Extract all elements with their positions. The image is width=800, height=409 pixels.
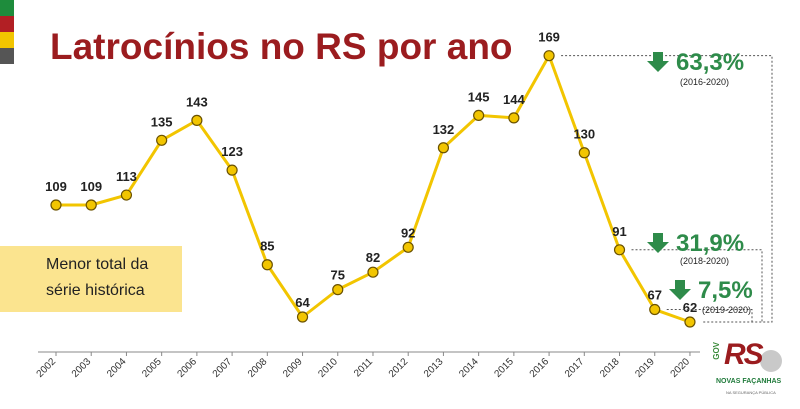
lowest-total-note: Menor total da série histórica — [0, 246, 182, 312]
x-tick-label: 2011 — [352, 356, 375, 379]
down-arrow-icon — [647, 52, 669, 72]
reduction-annotation: 63,3%(2016-2020) — [647, 49, 744, 87]
x-tick-label: 2019 — [633, 356, 657, 380]
data-point — [191, 114, 203, 126]
reduction-value: 7,5% — [698, 277, 753, 304]
logo-circle-icon — [760, 350, 782, 372]
x-tick-label: 2007 — [211, 356, 235, 380]
reduction-annotation: 7,5%(2019-2020) — [669, 277, 753, 315]
data-point — [543, 50, 555, 62]
data-label: 135 — [151, 114, 173, 129]
data-point — [261, 259, 273, 271]
bracket-2016-2020 — [561, 55, 773, 323]
data-point — [226, 164, 238, 176]
stripe-green — [0, 0, 14, 16]
data-point — [156, 134, 168, 146]
data-point — [120, 189, 133, 201]
stripe-red — [0, 16, 14, 32]
x-tick-label: 2014 — [457, 356, 481, 380]
data-label: 145 — [468, 89, 490, 104]
data-label: 143 — [186, 94, 208, 109]
x-tick-label: 2016 — [528, 356, 552, 380]
data-label: 75 — [331, 268, 345, 283]
data-point — [578, 147, 590, 159]
x-tick-label: 2006 — [175, 356, 199, 380]
data-point — [508, 112, 520, 124]
x-tick-label: 2002 — [35, 356, 59, 380]
x-tick-label: 2015 — [492, 356, 516, 380]
data-label: 144 — [503, 92, 525, 107]
x-tick-label: 2012 — [387, 356, 411, 380]
x-tick-label: 2009 — [281, 356, 305, 380]
brand-stripes — [0, 0, 14, 64]
data-point — [684, 316, 696, 328]
x-tick-label: 2018 — [598, 356, 622, 380]
series-line — [56, 54, 691, 324]
data-point — [85, 199, 97, 211]
logo-tagline: NOVAS FAÇANHAS — [716, 378, 782, 385]
note-line-2: série histórica — [46, 282, 145, 299]
x-tick-label: 2005 — [140, 356, 164, 380]
logo-gov-text: GOV — [712, 342, 721, 360]
logo-rs-text: RS — [724, 338, 764, 371]
data-point — [473, 109, 485, 122]
x-tick-label: 2008 — [246, 356, 270, 380]
data-label: 92 — [401, 225, 415, 240]
data-label: 62 — [683, 300, 697, 315]
x-tick-label: 2010 — [316, 356, 340, 380]
rs-gov-logo: GOV RS NOVAS FAÇANHAS NA SEGURANÇA PÚBLI… — [712, 338, 798, 406]
data-label: 85 — [260, 239, 274, 254]
x-tick-label: 2017 — [563, 356, 587, 380]
down-arrow-icon — [647, 233, 669, 253]
data-label: 64 — [295, 295, 310, 310]
x-tick-label: 2003 — [70, 356, 94, 380]
reduction-period: (2019-2020) — [702, 305, 751, 315]
chart-title: Latrocínios no RS por ano — [50, 26, 513, 67]
down-arrow-icon — [669, 280, 691, 300]
data-label: 109 — [45, 179, 67, 194]
x-tick-label: 2004 — [105, 356, 129, 380]
x-tick-label: 2020 — [669, 356, 693, 380]
data-label: 67 — [648, 288, 662, 303]
data-point — [613, 244, 626, 256]
data-label: 113 — [116, 169, 137, 184]
data-point — [649, 303, 661, 316]
data-point — [367, 266, 379, 278]
reduction-value: 31,9% — [676, 230, 744, 257]
data-point — [402, 241, 414, 253]
stripe-gray — [0, 48, 14, 64]
reduction-value: 63,3% — [676, 49, 744, 76]
stripe-yellow — [0, 32, 14, 48]
data-label: 169 — [538, 30, 560, 45]
data-label: 123 — [221, 144, 243, 159]
data-label: 132 — [433, 122, 455, 137]
data-point — [50, 199, 62, 211]
data-point — [437, 142, 450, 154]
bracket-2019-2020 — [666, 309, 753, 322]
data-label: 91 — [612, 224, 626, 239]
reduction-annotation: 31,9%(2018-2020) — [647, 230, 744, 266]
logo-subline: NA SEGURANÇA PÚBLICA — [726, 390, 776, 395]
reduction-period: (2018-2020) — [680, 256, 729, 266]
data-label: 109 — [80, 179, 102, 194]
note-line-1: Menor total da — [46, 256, 149, 273]
data-label: 82 — [366, 250, 380, 265]
data-point — [332, 284, 344, 296]
reduction-period: (2016-2020) — [680, 77, 729, 87]
x-tick-label: 2013 — [422, 356, 446, 380]
data-point — [296, 311, 309, 323]
data-label: 130 — [573, 127, 595, 142]
